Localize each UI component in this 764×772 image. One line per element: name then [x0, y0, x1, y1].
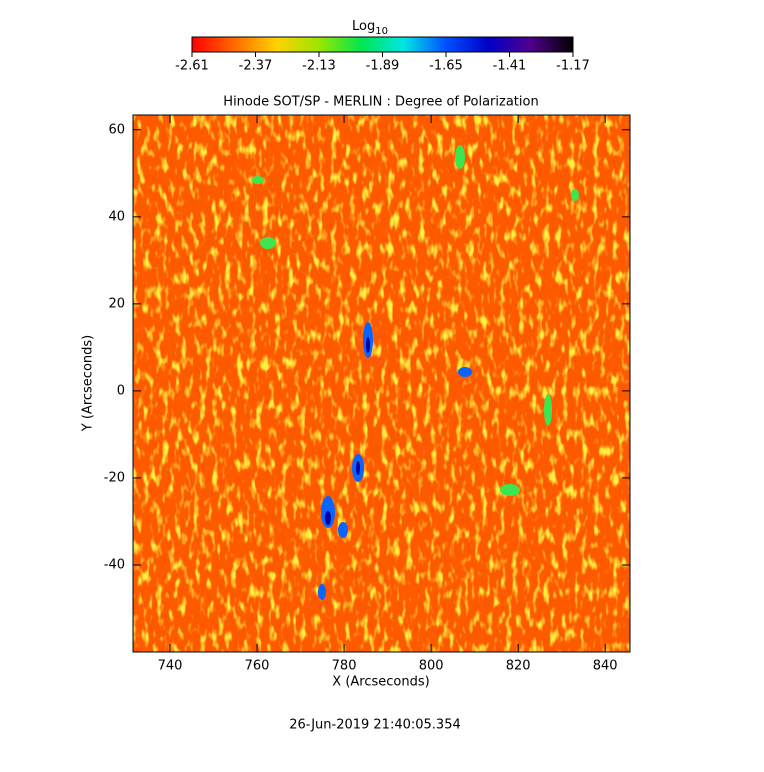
x-tick-label: 780 — [332, 659, 357, 674]
x-tick-label: 740 — [158, 659, 183, 674]
colorbar-tick-label: -2.61 — [175, 59, 209, 74]
y-axis-label: Y (Arcseconds) — [81, 335, 96, 432]
colorbar-tick-label: -1.17 — [556, 59, 590, 74]
colorbar-tick-label: -2.13 — [302, 59, 336, 74]
colorbar-tick-label: -1.89 — [366, 59, 400, 74]
colorbar-tick-label: -1.65 — [429, 59, 463, 74]
colorbar-label: Log10 — [352, 19, 388, 38]
y-tick-label: 40 — [108, 209, 125, 224]
polarization-map — [132, 114, 631, 653]
y-tick-label: 20 — [108, 296, 125, 311]
y-tick-label: 0 — [117, 383, 125, 398]
y-tick-label: 60 — [108, 122, 125, 137]
colorbar-label-text: Log — [352, 19, 375, 34]
x-axis-label: X (Arcseconds) — [332, 675, 429, 690]
colorbar — [191, 36, 574, 53]
chart-title: Hinode SOT/SP - MERLIN : Degree of Polar… — [223, 95, 538, 110]
x-tick-label: 800 — [419, 659, 444, 674]
colorbar-tick-label: -1.41 — [493, 59, 527, 74]
y-tick-label: -20 — [104, 470, 125, 485]
y-tick-label: -40 — [104, 557, 125, 572]
x-tick-label: 760 — [245, 659, 270, 674]
x-tick-label: 820 — [506, 659, 531, 674]
x-tick-label: 840 — [593, 659, 618, 674]
date-label: 26-Jun-2019 21:40:05.354 — [289, 718, 461, 733]
colorbar-label-subscript: 10 — [375, 26, 388, 37]
colorbar-tick-label: -2.37 — [239, 59, 273, 74]
